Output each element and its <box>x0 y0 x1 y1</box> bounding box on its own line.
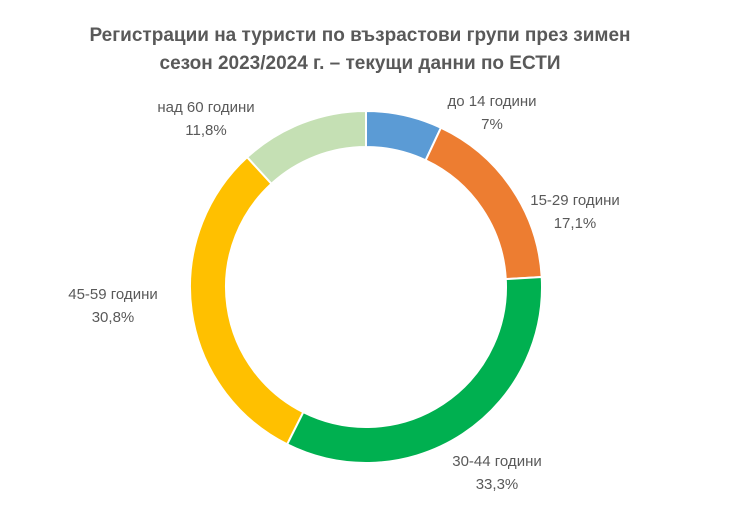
slice-label: над 60 години <box>157 99 254 116</box>
donut-slice <box>245 109 367 186</box>
slice-label: 30-44 години <box>452 453 541 470</box>
value-label: 17,1% <box>554 215 597 232</box>
value-label: 11,8% <box>185 122 226 139</box>
chart-title: Регистрации на туристи по възрастови гру… <box>89 25 630 46</box>
slice-label: 45-59 години <box>68 286 157 303</box>
value-label: 7% <box>481 116 503 133</box>
slice-label: 15-29 години <box>530 192 619 209</box>
slice-label: до 14 години <box>447 93 536 110</box>
value-label: 33,3% <box>476 476 519 493</box>
chart-title: сезон 2023/2024 г. – текущи данни по ЕСТ… <box>160 53 561 74</box>
value-label: 30,8% <box>92 309 135 326</box>
